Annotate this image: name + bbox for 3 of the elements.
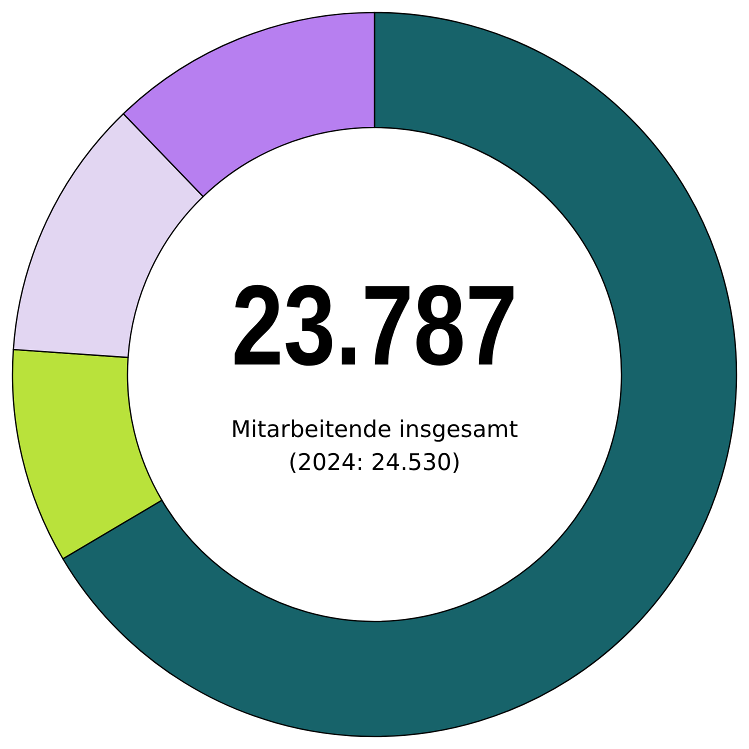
text: 23.787 (232, 262, 518, 390)
text: (2024: 24.530) (288, 450, 461, 476)
text: Mitarbeitende insgesamt (231, 417, 518, 443)
